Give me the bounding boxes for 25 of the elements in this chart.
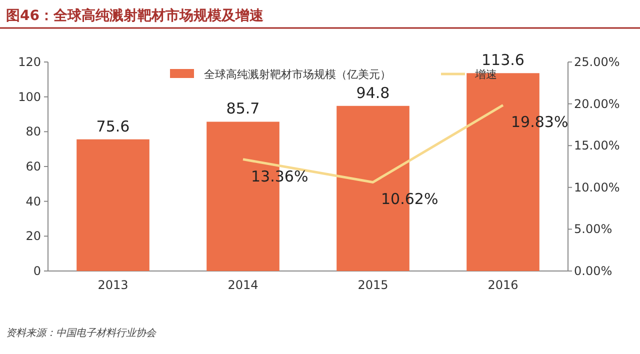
y-tick-label: 40: [26, 194, 41, 208]
y-tick-label: 60: [26, 160, 41, 174]
chart-title: 图46：全球高纯溅射靶材市场规模及增速: [6, 7, 264, 24]
y2-tick-label: 5.00%: [574, 222, 612, 236]
data-label: 113.6: [482, 51, 524, 70]
x-tick-label: 2016: [488, 278, 518, 292]
y-tick-label: 0: [33, 264, 41, 278]
x-tick-label: 2013: [98, 278, 128, 292]
y2-tick-label: 15.00%: [574, 138, 620, 153]
x-tick-label: 2015: [358, 278, 388, 292]
text: 资料来源：中国电子材料行业协会: [6, 327, 157, 339]
y2-tick-label: 10.00%: [574, 180, 620, 194]
data-label: 94.8: [356, 84, 390, 102]
data-label: 85.7: [226, 100, 260, 118]
data-label: 75.6: [96, 117, 130, 136]
y2-tick-label: 0.00%: [574, 264, 612, 278]
y-tick-label: 120: [18, 55, 41, 69]
y2-tick-label: 20.00%: [574, 96, 620, 111]
legend-label: 全球高纯溅射靶材市场规模（亿美元）: [204, 68, 391, 81]
bar: [76, 139, 150, 271]
x-tick-label: 2014: [228, 278, 258, 292]
y-tick-label: 100: [18, 90, 41, 104]
y-tick-label: 80: [26, 124, 41, 139]
y2-tick-label: 25.00%: [574, 55, 620, 69]
y-tick-label: 20: [26, 229, 41, 244]
